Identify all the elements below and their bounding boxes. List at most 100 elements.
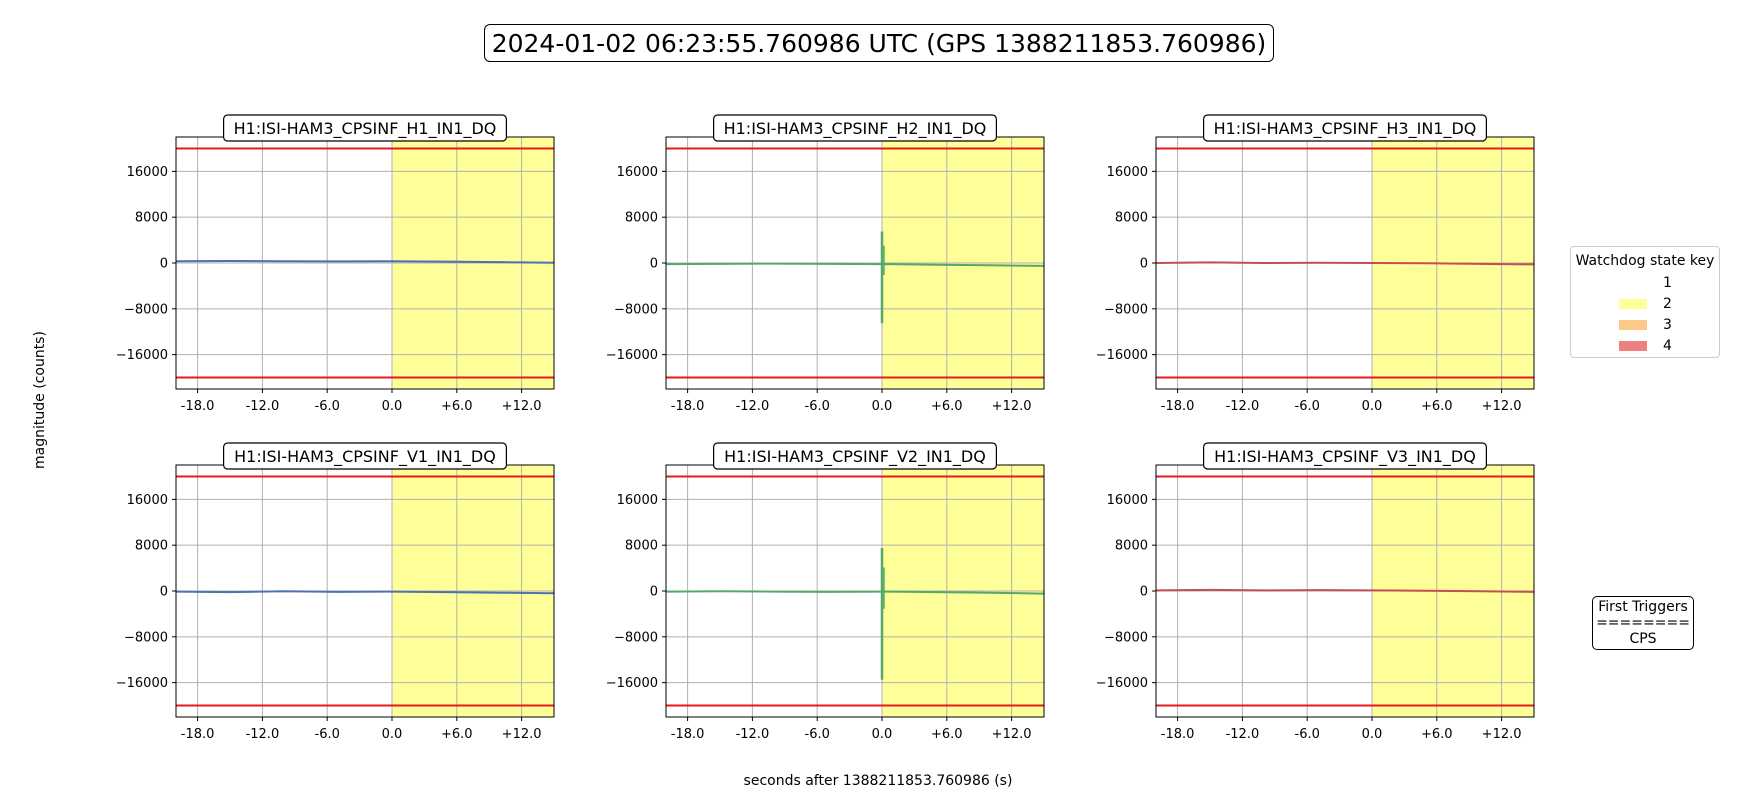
x-tick-label: -18.0 [1161, 399, 1195, 414]
subplot-4: -18.0 -12.0 -6.0 0.0 +6.0 +12.0 16000 8000 0 −800… [116, 442, 555, 742]
y-tick-label: 8000 [1115, 539, 1148, 554]
subplot-title: H1:ISI-HAM3_CPSINF_V1_IN1_DQ [234, 447, 496, 467]
y-tick-label: −8000 [614, 630, 658, 645]
x-tick-label: +6.0 [441, 727, 473, 742]
x-tick-label: -6.0 [805, 727, 830, 742]
y-tick-label: 0 [160, 585, 168, 600]
x-tick-label: -12.0 [246, 399, 280, 414]
x-tick-label: -12.0 [736, 727, 770, 742]
subplot-3: -18.0 -12.0 -6.0 0.0 +6.0 +12.0 16000 8000 0 −800… [1096, 114, 1535, 414]
x-tick-label: +12.0 [502, 399, 542, 414]
y-tick-label: 0 [1140, 585, 1148, 600]
subplot-title: H1:ISI-HAM3_CPSINF_H2_IN1_DQ [724, 119, 987, 139]
triggers-separator: ======== [1596, 615, 1690, 631]
y-tick-label: −8000 [1104, 630, 1148, 645]
y-tick-label: 8000 [625, 539, 658, 554]
y-tick-label: 16000 [1107, 493, 1148, 508]
x-tick-label: 0.0 [382, 399, 403, 414]
subplot-title-box [712, 114, 997, 142]
subplot-2: -18.0 -12.0 -6.0 0.0 +6.0 +12.0 16000 8000 0 −800… [606, 114, 1045, 414]
watchdog-legend: Watchdog state key 1 2 3 4 [1570, 246, 1720, 358]
x-tick-label: -12.0 [1226, 727, 1260, 742]
y-axis-label: magnitude (counts) [32, 331, 48, 469]
x-tick-label: -12.0 [736, 399, 770, 414]
x-tick-label: -12.0 [246, 727, 280, 742]
legend-item: 2 [1571, 294, 1719, 314]
x-tick-label: -18.0 [1161, 727, 1195, 742]
y-tick-label: 8000 [1115, 211, 1148, 226]
y-tick-label: 16000 [1107, 165, 1148, 180]
y-tick-label: −16000 [116, 348, 168, 363]
legend-item: 4 [1571, 336, 1719, 356]
x-axis-label: seconds after 1388211853.760986 (s) [743, 773, 1013, 789]
legend-title: Watchdog state key [1575, 253, 1715, 269]
y-tick-label: 8000 [135, 211, 168, 226]
y-tick-label: 8000 [625, 211, 658, 226]
figure-title: 2024-01-02 06:23:55.760986 UTC (GPS 1388… [484, 24, 1274, 62]
subplot-title: H1:ISI-HAM3_CPSINF_H3_IN1_DQ [1214, 119, 1477, 139]
x-tick-label: -18.0 [181, 727, 215, 742]
x-tick-label: 0.0 [872, 399, 893, 414]
y-tick-label: 8000 [135, 539, 168, 554]
x-tick-label: -18.0 [671, 727, 705, 742]
x-tick-label: 0.0 [1362, 727, 1383, 742]
x-tick-label: 0.0 [382, 727, 403, 742]
legend-label-1: 1 [1663, 275, 1672, 291]
y-tick-label: 0 [650, 585, 658, 600]
legend-label-4: 4 [1663, 338, 1672, 354]
x-tick-label: +12.0 [992, 727, 1032, 742]
y-tick-label: −8000 [614, 302, 658, 317]
subplot-title: H1:ISI-HAM3_CPSINF_H1_IN1_DQ [234, 119, 497, 139]
y-tick-label: 0 [1140, 257, 1148, 272]
y-tick-label: −16000 [606, 348, 658, 363]
x-tick-label: -6.0 [805, 399, 830, 414]
x-tick-label: -12.0 [1226, 399, 1260, 414]
subplot-title: H1:ISI-HAM3_CPSINF_V3_IN1_DQ [1214, 447, 1476, 467]
subplot-5: -18.0 -12.0 -6.0 0.0 +6.0 +12.0 16000 8000 0 −800… [606, 442, 1045, 742]
data-series [665, 590, 1045, 595]
x-tick-label: +6.0 [931, 727, 963, 742]
x-tick-label: +6.0 [441, 399, 473, 414]
y-tick-label: 0 [160, 257, 168, 272]
x-tick-label: +6.0 [931, 399, 963, 414]
subplot-title-box [223, 442, 507, 470]
x-tick-label: -6.0 [1295, 727, 1320, 742]
y-tick-label: 0 [650, 257, 658, 272]
triggers-heading: First Triggers [1598, 599, 1688, 615]
x-tick-label: -18.0 [671, 399, 705, 414]
y-tick-label: 16000 [127, 493, 168, 508]
x-tick-label: +12.0 [992, 399, 1032, 414]
subplot-title-box [712, 442, 997, 470]
subplot-6: -18.0 -12.0 -6.0 0.0 +6.0 +12.0 16000 8000 0 −800… [1096, 442, 1535, 742]
x-tick-label: -6.0 [315, 727, 340, 742]
y-tick-label: −8000 [124, 630, 168, 645]
legend-label-3: 3 [1663, 317, 1672, 333]
y-tick-label: −8000 [124, 302, 168, 317]
y-tick-label: 16000 [617, 493, 658, 508]
y-tick-label: 16000 [617, 165, 658, 180]
x-tick-label: -6.0 [1295, 399, 1320, 414]
x-tick-label: +12.0 [1482, 399, 1522, 414]
x-tick-label: +12.0 [502, 727, 542, 742]
legend-label-2: 2 [1663, 296, 1672, 312]
legend-item: 3 [1571, 315, 1719, 335]
x-tick-label: -18.0 [181, 399, 215, 414]
x-tick-label: +12.0 [1482, 727, 1522, 742]
x-tick-label: -6.0 [315, 399, 340, 414]
first-triggers-box: First Triggers ======== CPS [1592, 596, 1694, 650]
triggers-value: CPS [1629, 631, 1657, 647]
x-tick-label: 0.0 [1362, 399, 1383, 414]
legend-swatch-4 [1619, 341, 1647, 351]
y-tick-label: 16000 [127, 165, 168, 180]
legend-item: 1 [1571, 273, 1719, 293]
legend-swatch-1 [1619, 278, 1647, 288]
y-tick-label: −16000 [1096, 676, 1148, 691]
y-tick-label: −16000 [1096, 348, 1148, 363]
y-tick-label: −8000 [1104, 302, 1148, 317]
data-series [175, 259, 555, 264]
legend-swatch-2 [1619, 299, 1647, 309]
subplot-title: H1:ISI-HAM3_CPSINF_V2_IN1_DQ [724, 447, 986, 467]
data-series [1155, 261, 1535, 266]
subplot-title-box [223, 114, 507, 142]
